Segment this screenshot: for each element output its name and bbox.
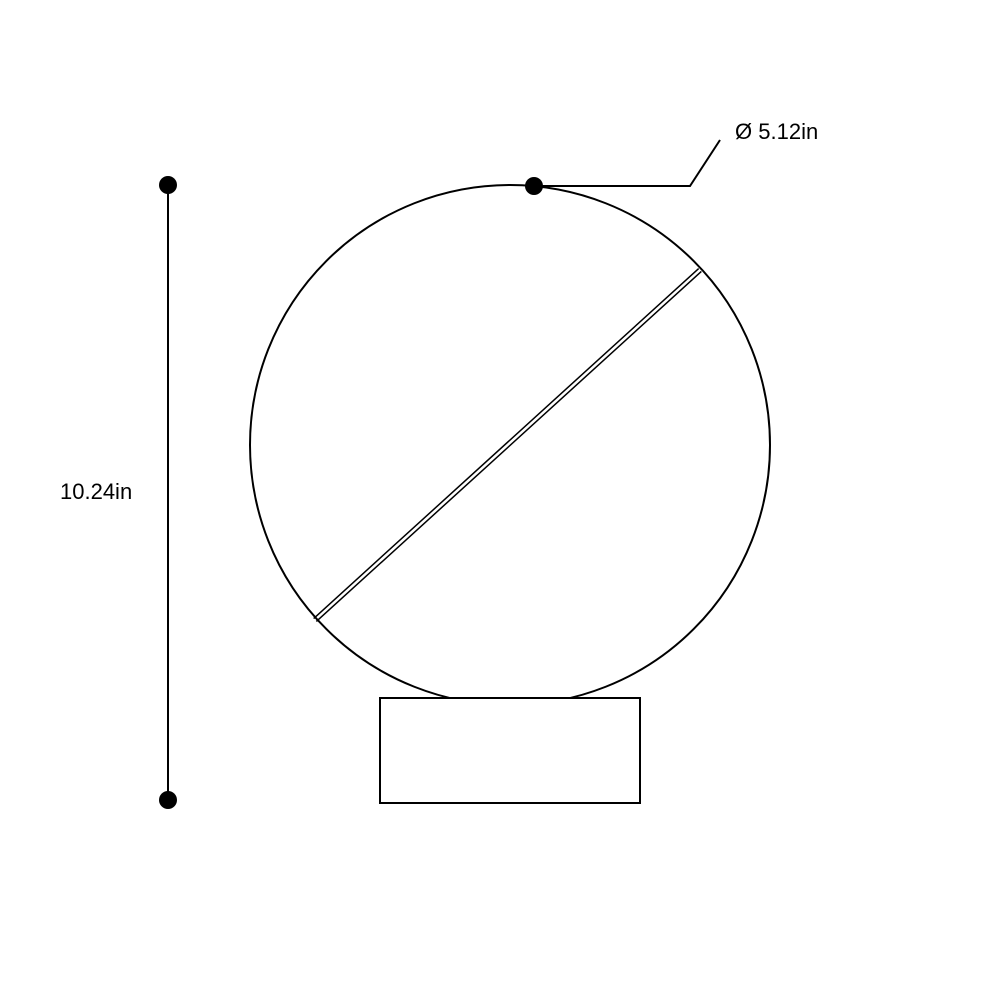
diameter-value: 5.12in [758,119,818,144]
height-dimension-label: 10.24in [60,479,132,505]
diameter-callout [525,140,720,195]
diagonal-chord [314,269,702,622]
technical-drawing [0,0,1000,1000]
diameter-symbol: Ø [735,119,752,144]
height-dimension [159,176,177,809]
diameter-dimension-label: Ø 5.12in [735,119,818,145]
base-rectangle [380,698,640,803]
